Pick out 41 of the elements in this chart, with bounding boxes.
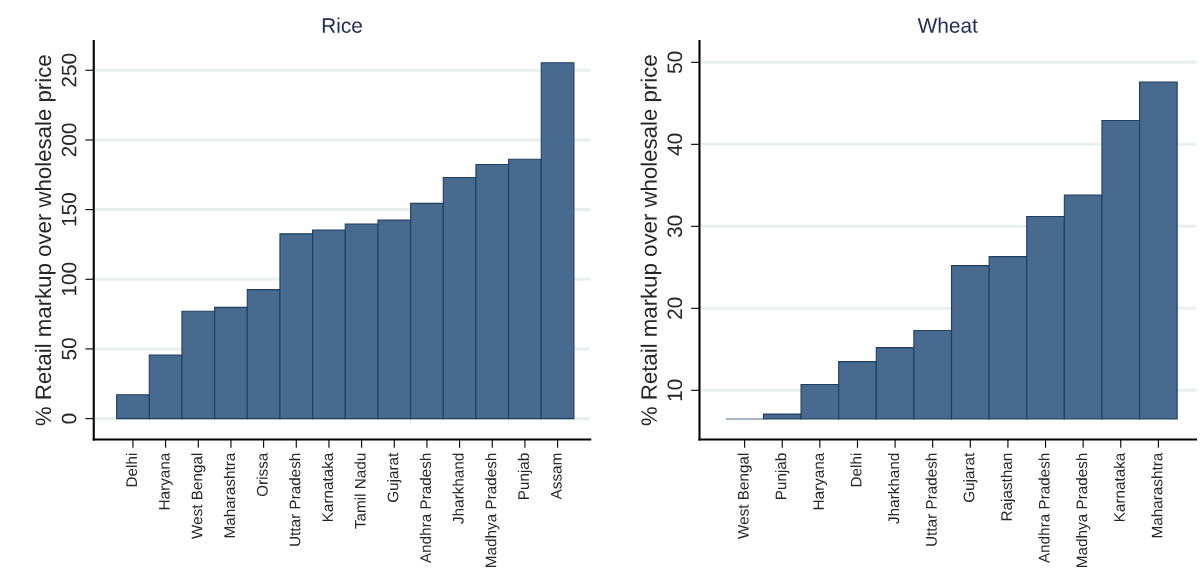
chart-title: Rice — [322, 17, 362, 33]
x-tick-label: Gujarat — [963, 452, 978, 503]
x-tick-label: Assam — [551, 453, 562, 500]
y-tick-label: 0 — [61, 413, 77, 424]
x-tick-label: Delhi — [850, 453, 862, 487]
y-tick-label: 200 — [61, 123, 77, 157]
x-tick-label: Rajasthan — [1000, 453, 1016, 521]
y-tick-label: 150 — [61, 193, 77, 226]
x-tick-label: Andhra Pradesh — [419, 453, 432, 564]
x-tick-label: Punjab — [775, 453, 790, 500]
y-axis-title: % Retail markup over wholesale price — [640, 55, 662, 426]
x-tick-label: West Bengal — [737, 453, 752, 539]
y-tick-label: 100 — [61, 262, 77, 296]
x-tick-label: Jharkhand — [887, 453, 900, 524]
x-tick-label: Madhya Pradesh — [485, 453, 500, 567]
y-tick-label: 50 — [61, 338, 77, 360]
x-tick-label: Uttar Pradesh — [925, 453, 937, 546]
x-tick-label: Maharashtra — [1151, 452, 1163, 538]
x-tick-label: Delhi — [125, 453, 138, 487]
x-tick-label: Uttar Pradesh — [289, 453, 301, 546]
x-tick-label: West Bengal — [191, 453, 206, 539]
x-tick-label: Haryana — [159, 452, 173, 510]
x-tick-label: Tamil Nadu — [354, 453, 366, 529]
y-tick-label: 50 — [667, 51, 683, 74]
x-tick-label: Jharkhand — [452, 453, 464, 524]
chart-title: Wheat — [917, 17, 978, 33]
x-tick-label: Punjab — [517, 453, 533, 500]
x-tick-label: Gujarat — [387, 452, 402, 503]
x-tick-label: Andhra Pradesh — [1038, 453, 1050, 564]
x-tick-label: Maharashtra — [223, 452, 236, 538]
y-tick-label: 10 — [667, 379, 683, 401]
y-tick-label: 40 — [667, 133, 683, 156]
x-tick-label: Madhya Pradesh — [1076, 453, 1091, 567]
x-tick-label: Orissa — [256, 452, 268, 497]
y-tick-label: 30 — [667, 215, 683, 238]
y-axis-title: % Retail markup over wholesale price — [34, 55, 56, 426]
y-tick-label: 20 — [667, 297, 683, 319]
x-tick-label: Karnataka — [321, 452, 334, 522]
y-tick-label: 250 — [61, 53, 77, 87]
x-tick-label: Haryana — [813, 452, 827, 510]
x-tick-label: Karnataka — [1113, 452, 1125, 522]
